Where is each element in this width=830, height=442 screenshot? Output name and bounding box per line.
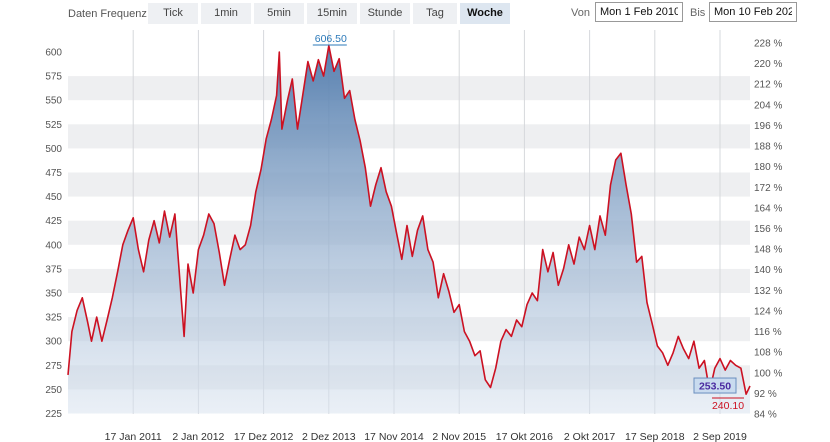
y2-tick-label: 132 % (754, 286, 782, 297)
freq-button-5min[interactable]: 5min (254, 3, 304, 24)
toolbar: Daten Frequenz Tick 1min 5min 15min Stun… (0, 0, 830, 30)
y-tick-label: 450 (45, 192, 62, 203)
y-tick-label: 225 (45, 409, 62, 420)
to-date-input[interactable] (709, 2, 797, 22)
y-tick-label: 475 (45, 168, 62, 179)
y2-tick-label: 228 % (754, 39, 782, 50)
y2-tick-label: 188 % (754, 142, 782, 153)
y-tick-label: 400 (45, 240, 62, 251)
y-tick-label: 250 (45, 385, 62, 396)
y2-tick-label: 196 % (754, 121, 782, 132)
from-date-input[interactable] (595, 2, 683, 22)
max-value-label: 606.50 (315, 33, 347, 45)
y2-tick-label: 116 % (754, 327, 782, 338)
x-tick-label: 2 Okt 2017 (564, 431, 616, 442)
y-tick-label: 425 (45, 216, 62, 227)
y2-tick-label: 204 % (754, 100, 782, 111)
y2-tick-label: 220 % (754, 59, 782, 70)
y2-tick-label: 84 % (754, 410, 777, 421)
x-tick-label: 2 Dez 2013 (302, 431, 356, 442)
last-value-badge (693, 377, 737, 394)
freq-button-tag[interactable]: Tag (413, 3, 457, 24)
series-line (67, 44, 751, 395)
x-tick-label: 2 Nov 2015 (432, 431, 486, 442)
y-tick-label: 300 (45, 337, 62, 348)
y-tick-label: 325 (45, 313, 62, 324)
to-label: Bis (690, 7, 706, 19)
y-tick-label: 575 (45, 72, 62, 83)
freq-button-tick[interactable]: Tick (148, 3, 198, 24)
y2-tick-label: 124 % (754, 306, 782, 317)
grid-band (68, 76, 750, 101)
freq-button-1min[interactable]: 1min (201, 3, 251, 24)
y2-tick-label: 92 % (754, 389, 777, 400)
y2-tick-label: 172 % (754, 183, 782, 194)
y2-tick-label: 140 % (754, 265, 782, 276)
y-tick-label: 375 (45, 264, 62, 275)
y2-tick-label: 100 % (754, 368, 782, 379)
x-tick-label: 17 Okt 2016 (496, 431, 553, 442)
x-tick-label: 2 Jan 2012 (172, 431, 224, 442)
freq-button-woche[interactable]: Woche (460, 3, 510, 24)
y-tick-label: 525 (45, 120, 62, 131)
frequency-label: Daten Frequenz (68, 8, 147, 20)
freq-button-stunde[interactable]: Stunde (360, 3, 410, 24)
x-tick-label: 17 Sep 2018 (625, 431, 685, 442)
series-area (68, 45, 750, 414)
y2-tick-label: 180 % (754, 162, 782, 173)
x-tick-label: 17 Dez 2012 (234, 431, 294, 442)
y-tick-label: 275 (45, 361, 62, 372)
min-value-label: 240.10 (712, 400, 744, 412)
y2-tick-label: 164 % (754, 203, 782, 214)
last-value-label: 253.50 (699, 381, 731, 393)
grid-band (68, 124, 750, 149)
freq-button-15min[interactable]: 15min (307, 3, 357, 24)
x-tick-label: 17 Jan 2011 (105, 431, 162, 442)
y-tick-label: 550 (45, 96, 62, 107)
x-tick-label: 2 Sep 2019 (693, 431, 747, 442)
y2-tick-label: 108 % (754, 348, 782, 359)
y-tick-label: 600 (45, 48, 62, 59)
from-label: Von (571, 7, 590, 19)
y-tick-label: 500 (45, 144, 62, 155)
grid-band (68, 172, 750, 197)
y2-tick-label: 156 % (754, 224, 782, 235)
y2-tick-label: 148 % (754, 245, 782, 256)
y2-tick-label: 212 % (754, 80, 782, 91)
y-tick-label: 350 (45, 289, 62, 300)
x-tick-label: 17 Nov 2014 (364, 431, 424, 442)
